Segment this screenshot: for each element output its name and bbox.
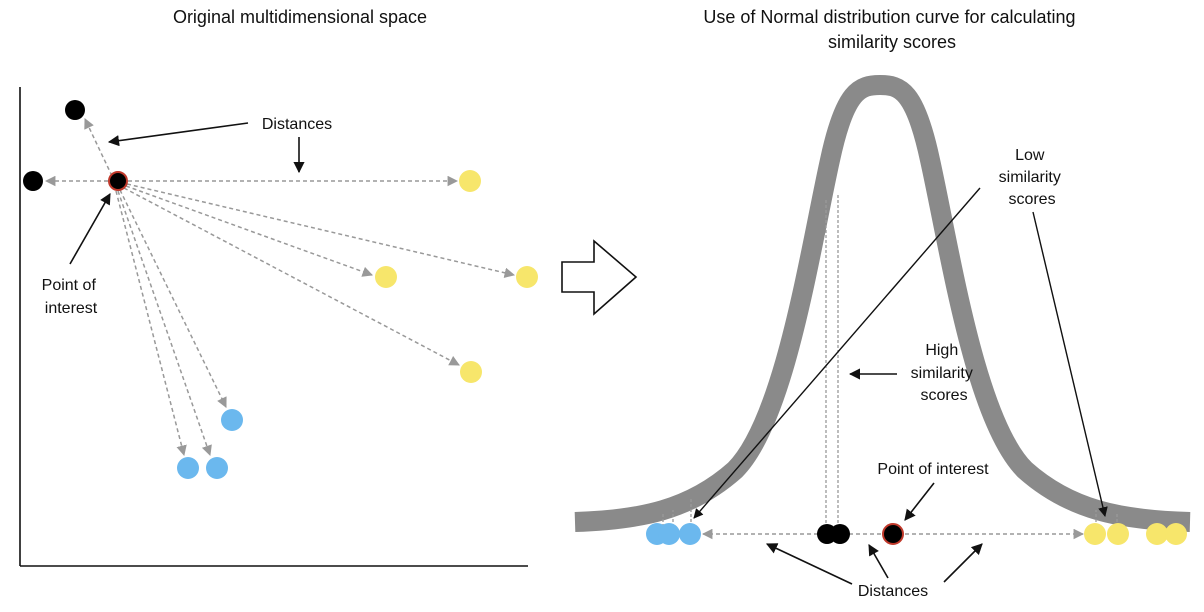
right-title-line: similarity scores xyxy=(828,32,956,52)
distance-line xyxy=(126,183,516,278)
distance-line xyxy=(115,190,187,457)
yellow-point xyxy=(1107,523,1129,545)
left-panel: Original multidimensional space Distanc xyxy=(19,7,538,567)
high-similarity-label-line: scores xyxy=(920,387,967,404)
low-similarity-label: Low similarity scores xyxy=(999,147,1066,208)
right-title: Use of Normal distribution curve for cal… xyxy=(703,7,1080,52)
transition-arrow-icon xyxy=(561,239,638,316)
yellow-point xyxy=(459,170,481,192)
right-distances-label: Distances xyxy=(858,583,928,600)
left-title: Original multidimensional space xyxy=(173,7,427,27)
point-of-interest-arrow xyxy=(69,193,111,265)
low-similarity-arrow-left xyxy=(693,187,981,519)
yellow-point xyxy=(1084,523,1106,545)
yellow-point xyxy=(460,361,482,383)
point-of-interest-arrow xyxy=(904,482,935,521)
distance-line xyxy=(123,187,460,366)
right-panel: Use of Normal distribution curve for cal… xyxy=(574,7,1191,600)
point-of-interest xyxy=(882,523,904,545)
distances-arrow xyxy=(765,543,853,585)
low-similarity-arrow-right xyxy=(1032,211,1108,517)
black-point xyxy=(830,524,850,544)
distance-line xyxy=(125,185,373,277)
distances-arrow xyxy=(943,543,983,583)
blue-point xyxy=(221,409,243,431)
left-distances-label: Distances xyxy=(262,116,332,133)
high-similarity-label-line: similarity xyxy=(911,365,973,382)
blue-point xyxy=(206,457,228,479)
black-point xyxy=(23,171,43,191)
blue-point xyxy=(177,457,199,479)
distance-line xyxy=(119,189,227,408)
yellow-point xyxy=(516,266,538,288)
distance-line xyxy=(117,190,212,456)
black-point xyxy=(65,100,85,120)
yellow-point xyxy=(375,266,397,288)
left-point-label: Point of interest xyxy=(42,277,101,317)
blue-point xyxy=(658,523,680,545)
distance-line xyxy=(84,118,113,177)
yellow-point xyxy=(1165,523,1187,545)
normal-distribution-curve xyxy=(574,74,1191,532)
right-title-line: Use of Normal distribution curve for cal… xyxy=(703,7,1075,27)
yellow-point xyxy=(1146,523,1168,545)
blue-point xyxy=(679,523,701,545)
high-similarity-label: High similarity scores xyxy=(911,342,978,404)
low-similarity-label-line: similarity xyxy=(999,169,1061,186)
low-similarity-label-line: scores xyxy=(1008,191,1055,208)
right-point-label: Point of interest xyxy=(877,461,989,478)
left-point-label-line: Point of xyxy=(42,277,97,294)
left-point-label-line: interest xyxy=(45,300,98,317)
high-similarity-label-line: High xyxy=(925,342,958,359)
distances-arrow xyxy=(107,122,249,147)
left-distance-lines xyxy=(44,118,516,457)
point-of-interest xyxy=(108,171,128,191)
distances-arrow xyxy=(868,544,889,579)
low-similarity-label-line: Low xyxy=(1015,147,1045,164)
